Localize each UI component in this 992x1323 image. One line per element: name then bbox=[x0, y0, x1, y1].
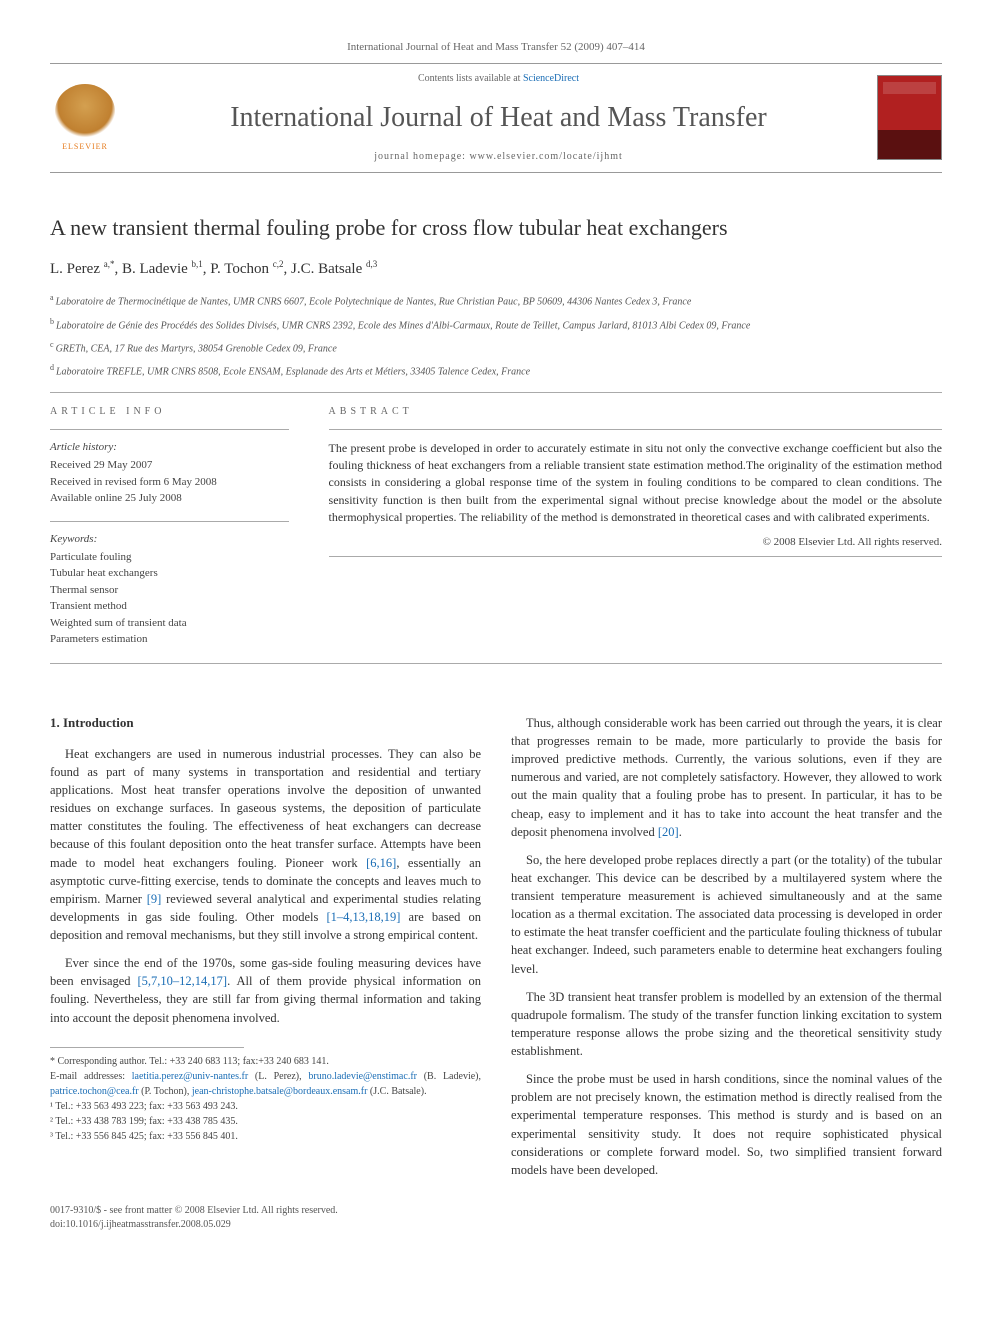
affiliation-line: dLaboratoire TREFLE, UMR CNRS 8508, Ecol… bbox=[50, 362, 942, 379]
email-who: (P. Tochon), bbox=[139, 1086, 192, 1097]
tel-line: ² Tel.: +33 438 783 199; fax: +33 438 78… bbox=[50, 1114, 481, 1129]
page-footer: 0017-9310/$ - see front matter © 2008 El… bbox=[50, 1204, 942, 1232]
paragraph: The 3D transient heat transfer problem i… bbox=[511, 988, 942, 1061]
paragraph: Since the probe must be used in harsh co… bbox=[511, 1070, 942, 1179]
citation-link[interactable]: [9] bbox=[147, 892, 162, 906]
masthead-center: Contents lists available at ScienceDirec… bbox=[135, 72, 862, 163]
masthead: ELSEVIER Contents lists available at Sci… bbox=[50, 64, 942, 172]
running-head: International Journal of Heat and Mass T… bbox=[50, 40, 942, 55]
citation-link[interactable]: [6,16] bbox=[366, 856, 396, 870]
homepage-prefix: journal homepage: bbox=[374, 151, 469, 162]
citation-link[interactable]: [20] bbox=[658, 825, 679, 839]
keyword-item: Tubular heat exchangers bbox=[50, 565, 289, 582]
section-heading-intro: 1. Introduction bbox=[50, 714, 481, 733]
email-link[interactable]: bruno.ladevie@enstimac.fr bbox=[308, 1071, 417, 1082]
email-who: (L. Perez), bbox=[248, 1071, 308, 1082]
email-who: (J.C. Batsale). bbox=[367, 1086, 426, 1097]
contents-lists-line: Contents lists available at ScienceDirec… bbox=[135, 72, 862, 86]
paragraph: Heat exchangers are used in numerous ind… bbox=[50, 745, 481, 944]
email-who: (B. Ladevie), bbox=[417, 1071, 481, 1082]
history-item: Received 29 May 2007 bbox=[50, 457, 289, 474]
keyword-item: Particulate fouling bbox=[50, 549, 289, 566]
paragraph: Thus, although considerable work has bee… bbox=[511, 714, 942, 841]
copyright-line: © 2008 Elsevier Ltd. All rights reserved… bbox=[329, 535, 942, 550]
contents-prefix: Contents lists available at bbox=[418, 73, 523, 84]
footnotes-block: * Corresponding author. Tel.: +33 240 68… bbox=[50, 1054, 481, 1144]
rule-info-1 bbox=[50, 429, 289, 430]
affiliation-line: cGRETh, CEA, 17 Rue des Martyrs, 38054 G… bbox=[50, 339, 942, 356]
keyword-item: Thermal sensor bbox=[50, 582, 289, 599]
keywords-label: Keywords: bbox=[50, 532, 289, 547]
email-link[interactable]: jean-christophe.batsale@bordeaux.ensam.f… bbox=[192, 1086, 368, 1097]
doi-line: doi:10.1016/j.ijheatmasstransfer.2008.05… bbox=[50, 1218, 338, 1232]
elsevier-tree-icon bbox=[55, 84, 115, 139]
journal-name: International Journal of Heat and Mass T… bbox=[135, 98, 862, 137]
homepage-line: journal homepage: www.elsevier.com/locat… bbox=[135, 150, 862, 164]
elsevier-logo[interactable]: ELSEVIER bbox=[50, 78, 120, 158]
keywords-list: Particulate foulingTubular heat exchange… bbox=[50, 549, 289, 648]
homepage-url[interactable]: www.elsevier.com/locate/ijhmt bbox=[469, 151, 622, 162]
citation-link[interactable]: [1–4,13,18,19] bbox=[326, 910, 400, 924]
citation-link[interactable]: [5,7,10–12,14,17] bbox=[138, 974, 228, 988]
text-run: Thus, although considerable work has bee… bbox=[511, 716, 942, 839]
paragraph: Ever since the end of the 1970s, some ga… bbox=[50, 954, 481, 1027]
keyword-item: Transient method bbox=[50, 598, 289, 615]
text-run: Heat exchangers are used in numerous ind… bbox=[50, 747, 481, 870]
paragraph: So, the here developed probe replaces di… bbox=[511, 851, 942, 978]
abstract-text: The present probe is developed in order … bbox=[329, 440, 942, 527]
tel-list: ¹ Tel.: +33 563 493 223; fax: +33 563 49… bbox=[50, 1099, 481, 1144]
abstract-col: ABSTRACT The present probe is developed … bbox=[329, 405, 942, 648]
email-link[interactable]: laetitia.perez@univ-nantes.fr bbox=[132, 1071, 248, 1082]
info-row: ARTICLE INFO Article history: Received 2… bbox=[50, 405, 942, 648]
abstract-heading: ABSTRACT bbox=[329, 405, 942, 419]
article-info-col: ARTICLE INFO Article history: Received 2… bbox=[50, 405, 289, 648]
issn-line: 0017-9310/$ - see front matter © 2008 El… bbox=[50, 1204, 338, 1218]
article-title: A new transient thermal fouling probe fo… bbox=[50, 213, 942, 244]
email-link[interactable]: patrice.tochon@cea.fr bbox=[50, 1086, 139, 1097]
email-label: E-mail addresses: bbox=[50, 1071, 132, 1082]
rule-abstract-bottom bbox=[329, 556, 942, 557]
corresponding-author: * Corresponding author. Tel.: +33 240 68… bbox=[50, 1054, 481, 1069]
article-info-heading: ARTICLE INFO bbox=[50, 405, 289, 419]
author-list: L. Perez a,*, B. Ladevie b,1, P. Tochon … bbox=[50, 258, 942, 280]
rule-abstract bbox=[329, 429, 942, 430]
rule-before-body bbox=[50, 663, 942, 664]
tel-line: ³ Tel.: +33 556 845 425; fax: +33 556 84… bbox=[50, 1129, 481, 1144]
keyword-item: Parameters estimation bbox=[50, 631, 289, 648]
history-label: Article history: bbox=[50, 440, 289, 455]
email-addresses: E-mail addresses: laetitia.perez@univ-na… bbox=[50, 1069, 481, 1099]
rule-after-affil bbox=[50, 392, 942, 393]
history-item: Available online 25 July 2008 bbox=[50, 490, 289, 507]
affiliation-line: bLaboratoire de Génie des Procédés des S… bbox=[50, 316, 942, 333]
elsevier-label: ELSEVIER bbox=[62, 141, 108, 152]
rule-info-2 bbox=[50, 521, 289, 522]
history-list: Received 29 May 2007Received in revised … bbox=[50, 457, 289, 507]
keyword-item: Weighted sum of transient data bbox=[50, 615, 289, 632]
footnote-separator bbox=[50, 1047, 244, 1048]
journal-cover-thumb[interactable] bbox=[877, 75, 942, 160]
sciencedirect-link[interactable]: ScienceDirect bbox=[523, 73, 579, 84]
tel-line: ¹ Tel.: +33 563 493 223; fax: +33 563 49… bbox=[50, 1099, 481, 1114]
affiliations: aLaboratoire de Thermocinétique de Nante… bbox=[50, 292, 942, 379]
text-run: . bbox=[679, 825, 682, 839]
body-text: 1. Introduction Heat exchangers are used… bbox=[50, 714, 942, 1179]
history-item: Received in revised form 6 May 2008 bbox=[50, 474, 289, 491]
affiliation-line: aLaboratoire de Thermocinétique de Nante… bbox=[50, 292, 942, 309]
